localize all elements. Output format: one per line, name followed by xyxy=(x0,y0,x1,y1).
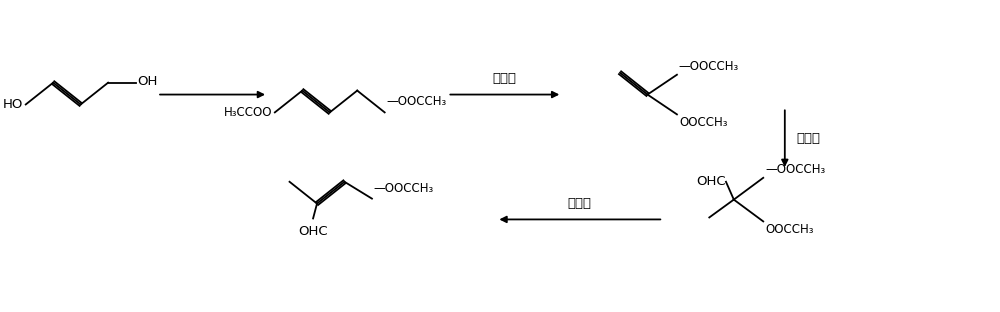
Text: OHC: OHC xyxy=(696,175,726,188)
Text: 偶化剂: 偶化剂 xyxy=(797,132,821,145)
Text: 偶化剂: 偶化剂 xyxy=(493,72,517,85)
Text: —OOCCH₃: —OOCCH₃ xyxy=(374,182,434,195)
Text: —OOCCH₃: —OOCCH₃ xyxy=(679,60,739,73)
Text: OH: OH xyxy=(138,75,158,88)
Text: OHC: OHC xyxy=(298,225,328,238)
Text: OOCCH₃: OOCCH₃ xyxy=(679,116,727,129)
Text: —OOCCH₃: —OOCCH₃ xyxy=(387,95,447,109)
Text: —OOCCH₃: —OOCCH₃ xyxy=(765,163,825,176)
Text: HO: HO xyxy=(2,98,23,111)
Text: H₃CCOO: H₃CCOO xyxy=(223,106,272,119)
Text: 偶化剂: 偶化剂 xyxy=(568,197,592,210)
Text: OOCCH₃: OOCCH₃ xyxy=(765,223,814,236)
